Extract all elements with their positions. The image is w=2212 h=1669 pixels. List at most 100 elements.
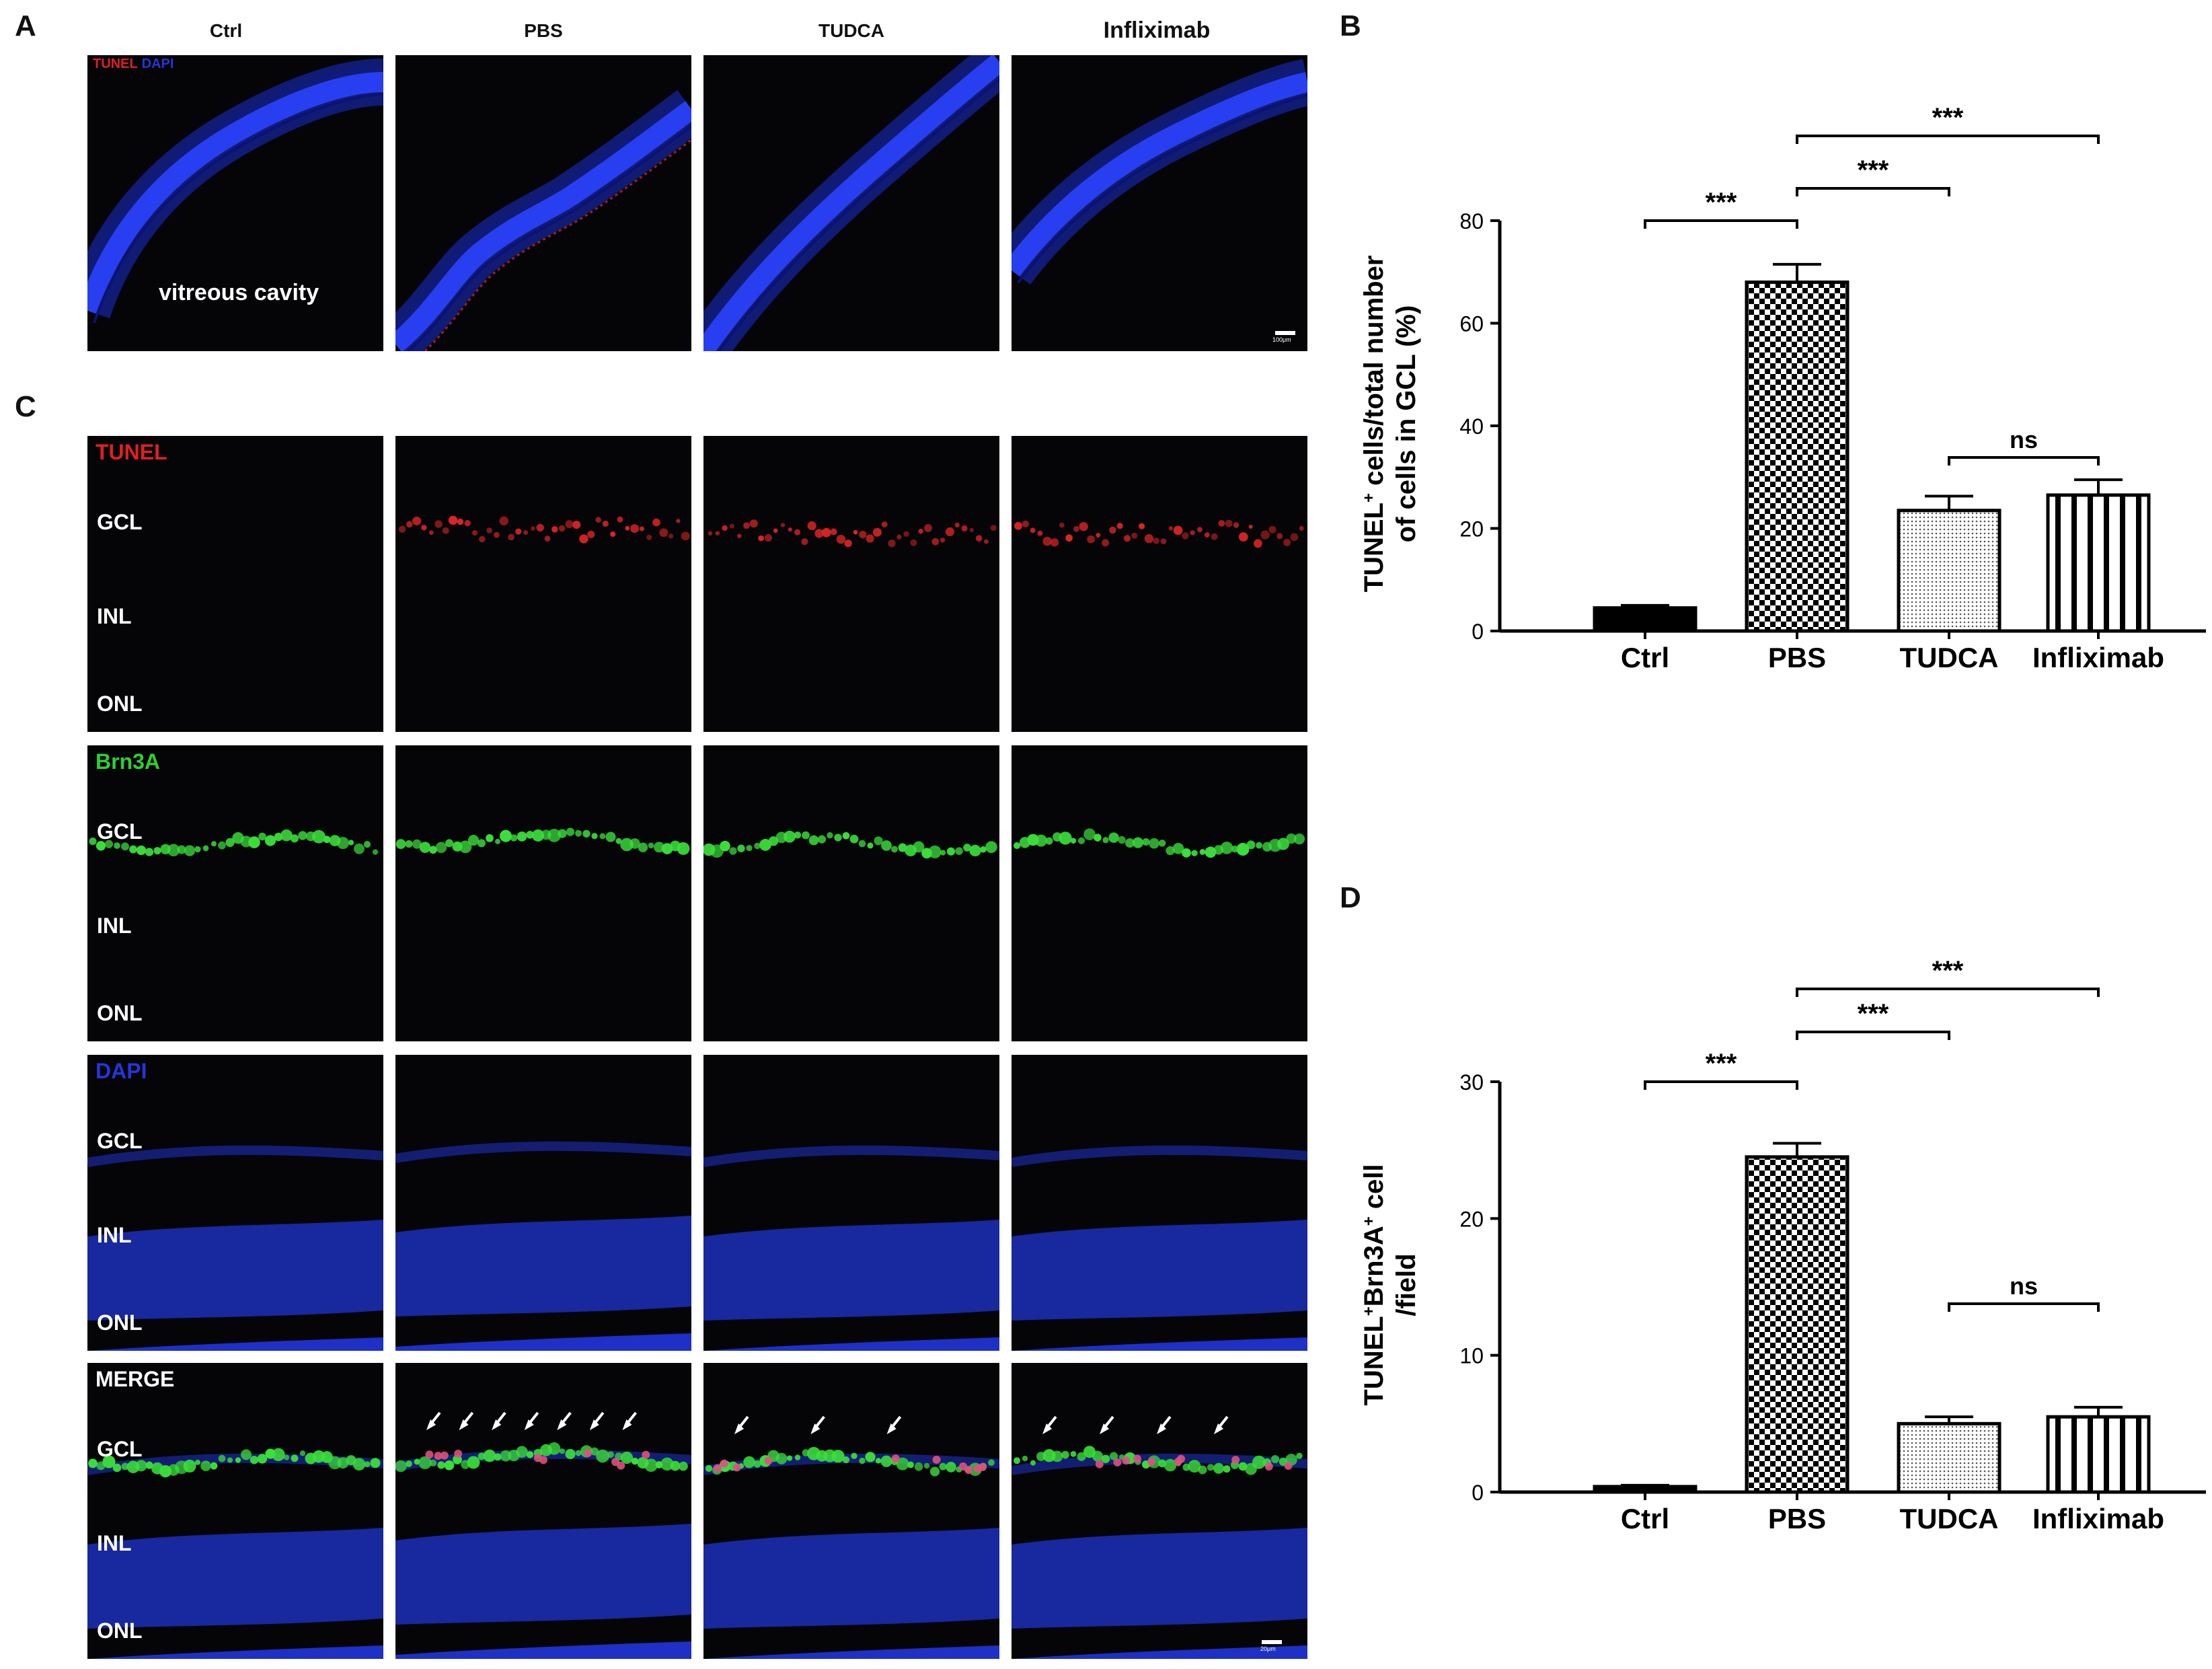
- apoptosis-arrow: [426, 1411, 441, 1430]
- section-drawing: [395, 827, 690, 855]
- x-tick-label-infliximab: Infliximab: [2032, 642, 2164, 673]
- apoptosis-arrow: [1042, 1415, 1057, 1434]
- scale-bar-section: [1262, 1640, 1282, 1644]
- y-tick-label: 30: [1459, 1070, 1484, 1095]
- x-tick-label-pbs: PBS: [1768, 642, 1826, 673]
- layer-label-inl: INL: [97, 1223, 132, 1247]
- micrograph-overview-infliximab: [1012, 55, 1307, 351]
- y-axis-label-line2: /field: [1391, 1253, 1421, 1316]
- x-tick-label-tudca: TUDCA: [1900, 1503, 1999, 1534]
- section-drawing: [708, 519, 997, 548]
- col-label-pbs: PBS: [524, 20, 563, 41]
- bar-tudca: [1897, 1421, 2001, 1494]
- stain-label-tunel: TUNEL: [96, 440, 167, 464]
- apoptosis-arrow: [734, 1415, 749, 1434]
- stain-label-dapi: DAPI: [96, 1059, 147, 1083]
- col-label-infliximab: Infliximab: [1103, 17, 1211, 43]
- section-drawing: [395, 1411, 691, 1659]
- section-drawing: [398, 515, 690, 544]
- micrograph-brn3a-pbs: [395, 745, 691, 1041]
- section-drawing: [1013, 828, 1305, 858]
- micrograph-brn3a-ctrl: Brn3A GCL INL ONL: [87, 745, 383, 1041]
- error-bar-infliximab: [2074, 1405, 2123, 1417]
- section-drawing: [703, 1145, 999, 1351]
- x-tick-label-ctrl: Ctrl: [1621, 642, 1669, 673]
- retina-band-overview: [703, 55, 999, 351]
- section-drawing: [89, 829, 379, 856]
- section-drawing: [703, 830, 997, 859]
- error-bar-pbs: [1773, 262, 1821, 283]
- stain-label-brn3a: Brn3A: [96, 749, 161, 774]
- layer-label-gcl: GCL: [97, 1437, 143, 1461]
- legend-dapi: DAPI: [141, 57, 174, 71]
- bar-infliximab: [2046, 493, 2151, 633]
- micrograph-overview-ctrl: [87, 55, 383, 351]
- significance-bracket: [1796, 135, 2100, 144]
- x-tick-label-infliximab: Infliximab: [2032, 1503, 2164, 1534]
- micrograph-dapi-infliximab: [1012, 1055, 1307, 1351]
- retina-band-overview: [1012, 59, 1307, 285]
- apoptosis-arrow: [1157, 1415, 1172, 1434]
- layer-label-onl: ONL: [97, 1619, 143, 1643]
- retina-band-overview: [87, 59, 383, 324]
- bar-ctrl: [1593, 606, 1698, 633]
- y-tick-label: 60: [1459, 312, 1484, 336]
- significance-bracket: [1644, 219, 1798, 229]
- layer-label-onl: ONL: [97, 1310, 143, 1335]
- micrograph-merge-ctrl: MERGE GCL INL ONL: [87, 1363, 383, 1659]
- significance-label: ***: [1932, 103, 1964, 133]
- significance-label: ***: [1706, 1049, 1737, 1078]
- micrograph-overview-tudca: [703, 55, 999, 351]
- micrograph-merge-tudca: [703, 1363, 999, 1659]
- section-drawing: [703, 1415, 999, 1659]
- y-tick-label: 20: [1459, 1207, 1484, 1231]
- y-axis-label: TUNEL+ cells/total number: [1359, 256, 1389, 593]
- micrograph-dapi-ctrl: DAPI GCL INL ONL: [87, 1055, 383, 1351]
- x-tick-label-tudca: TUDCA: [1900, 642, 1999, 673]
- error-bar-infliximab: [2074, 478, 2123, 495]
- apoptosis-arrow: [589, 1411, 605, 1430]
- significance-label: ***: [1932, 956, 1964, 986]
- micrograph-tunel-ctrl: TUNEL GCL INL ONL: [87, 436, 383, 732]
- bar-pbs: [1745, 1155, 1849, 1494]
- y-tick-label: 0: [1472, 1481, 1484, 1505]
- x-tick-label-ctrl: Ctrl: [1621, 1503, 1669, 1534]
- micrograph-merge-pbs: [395, 1363, 691, 1659]
- error-bar-ctrl: [1621, 1483, 1669, 1487]
- chart-d: 0 10 20 30 TUNEL+Brn3A+ cell/field Ctrl PBS TUD…: [1359, 956, 2206, 1534]
- apoptosis-arrow: [524, 1411, 539, 1430]
- layer-label-inl: INL: [97, 914, 132, 938]
- section-drawing: [1012, 1145, 1307, 1351]
- apoptosis-arrow: [1214, 1415, 1229, 1434]
- significance-label: ***: [1858, 999, 1889, 1029]
- stain-label-merge: MERGE: [96, 1367, 175, 1391]
- y-tick-label: 0: [1472, 620, 1484, 644]
- col-label-ctrl: Ctrl: [209, 20, 243, 41]
- section-drawing: [87, 1448, 383, 1659]
- bar-infliximab: [2046, 1415, 2151, 1494]
- vitreous-cavity-label: vitreous cavity: [159, 280, 319, 305]
- micrograph-brn3a-infliximab: [1012, 745, 1307, 1041]
- scale-label-section: 20μm: [1260, 1645, 1276, 1652]
- y-tick-label: 10: [1459, 1344, 1484, 1368]
- significance-label: ns: [2010, 426, 2038, 453]
- micrograph-brn3a-tudca: [703, 745, 999, 1041]
- y-axis-label: TUNEL+Brn3A+ cell: [1359, 1164, 1389, 1405]
- significance-bracket: [1644, 1080, 1798, 1090]
- apoptosis-arrow: [810, 1415, 825, 1434]
- apoptosis-arrow: [622, 1411, 637, 1430]
- apoptosis-arrow: [492, 1411, 506, 1430]
- bar-ctrl: [1593, 1485, 1698, 1494]
- layer-label-gcl: GCL: [97, 510, 143, 534]
- x-tick-label-pbs: PBS: [1768, 1503, 1826, 1534]
- bar-tudca: [1897, 509, 2001, 633]
- section-drawing: [87, 436, 383, 732]
- apoptosis-arrow: [1100, 1415, 1114, 1434]
- significance-bracket: [1948, 1302, 2100, 1312]
- bar-pbs: [1745, 281, 1849, 633]
- layer-label-inl: INL: [97, 1531, 132, 1555]
- section-drawing: [1014, 519, 1304, 548]
- y-tick-label: 40: [1459, 414, 1484, 439]
- layer-label-gcl: GCL: [97, 1129, 143, 1153]
